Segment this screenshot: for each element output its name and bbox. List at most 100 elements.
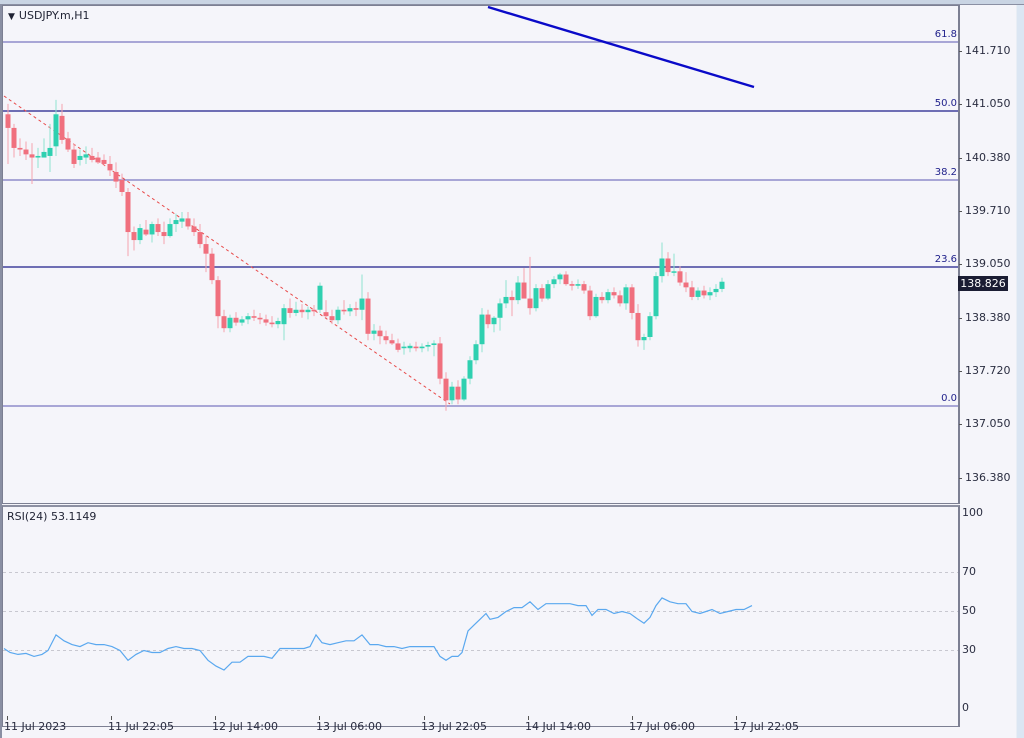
bearish-candle — [269, 322, 275, 325]
bullish-candle — [407, 345, 413, 349]
bullish-candle — [77, 155, 83, 160]
rsi-tick-label: 70 — [962, 564, 976, 578]
bearish-candle — [323, 312, 329, 317]
bearish-candle — [11, 127, 17, 148]
time-tick-label: 13 Jul 22:05 — [421, 720, 487, 733]
bullish-candle — [713, 288, 719, 293]
bullish-candle — [719, 281, 725, 289]
bullish-candle — [575, 284, 581, 286]
bullish-candle — [149, 224, 155, 235]
price-tick-mark — [959, 103, 962, 105]
bullish-candle — [401, 346, 407, 349]
bearish-candle — [581, 284, 587, 291]
price-tick-label: 141.050 — [965, 96, 1011, 110]
price-tick-label: 140.380 — [965, 150, 1011, 164]
price-tick-mark — [959, 211, 962, 213]
bearish-candle — [113, 171, 119, 182]
chart-title-text: USDJPY.m,H1 — [18, 9, 90, 22]
bearish-candle — [617, 295, 623, 304]
bearish-candle — [251, 316, 257, 318]
bullish-candle — [245, 316, 251, 320]
bearish-candle — [413, 346, 419, 349]
time-tick-label: 11 Jul 22:05 — [108, 720, 174, 733]
bullish-candle — [167, 224, 173, 237]
price-tick-label: 141.710 — [965, 44, 1011, 57]
time-tick-label: 17 Jul 22:05 — [733, 720, 799, 733]
bearish-candle — [191, 226, 197, 233]
fib-level-label: 50.0 — [934, 98, 957, 109]
bearish-candle — [437, 343, 443, 379]
rsi-title: RSI(24) 53.1149 — [7, 510, 97, 523]
bearish-candle — [509, 296, 515, 301]
time-tick-label: 13 Jul 06:00 — [316, 720, 382, 733]
price-tick-label: 137.720 — [965, 363, 1011, 377]
fib-level-label: 0.0 — [941, 393, 957, 404]
bullish-candle — [35, 155, 41, 158]
bearish-candle — [233, 317, 239, 323]
price-tick-mark — [959, 424, 962, 426]
bearish-candle — [665, 258, 671, 273]
bullish-candle — [707, 292, 713, 296]
time-tick-label: 12 Jul 14:00 — [212, 720, 278, 733]
rsi-tick-label: 100 — [962, 506, 983, 519]
right-scroll-strip[interactable] — [1016, 5, 1024, 738]
rsi-line — [3, 597, 753, 671]
bearish-candle — [287, 308, 293, 313]
price-tick-label: 139.710 — [965, 204, 1011, 218]
bearish-candle — [629, 287, 635, 313]
bearish-candle — [389, 340, 395, 344]
bullish-candle — [419, 346, 425, 349]
chart-title[interactable]: ▼ USDJPY.m,H1 — [8, 9, 90, 22]
bearish-candle — [563, 274, 569, 285]
bullish-candle — [137, 228, 143, 241]
time-tick-mark — [528, 716, 529, 720]
bullish-candle — [305, 309, 311, 313]
bullish-candle — [371, 330, 377, 334]
bearish-candle — [263, 319, 269, 323]
bearish-candle — [131, 232, 137, 241]
bullish-candle — [497, 303, 503, 318]
dropdown-triangle-icon[interactable]: ▼ — [8, 12, 15, 22]
bearish-candle — [485, 314, 491, 325]
rsi-indicator-pane[interactable] — [2, 505, 960, 727]
time-tick-label: 11 Jul 2023 — [4, 720, 67, 733]
bullish-candle — [491, 317, 497, 325]
fib-diagonal-line — [3, 95, 451, 405]
trend-line — [487, 5, 755, 89]
bearish-candle — [155, 224, 161, 233]
bearish-candle — [197, 232, 203, 245]
bearish-candle — [311, 309, 317, 312]
bearish-candle — [353, 308, 359, 310]
time-tick-mark — [7, 716, 8, 720]
price-tick-label: 137.050 — [965, 417, 1011, 431]
price-chart-pane[interactable] — [2, 5, 960, 504]
bearish-candle — [701, 290, 707, 296]
bullish-candle — [461, 378, 467, 400]
rsi-tick-label: 50 — [962, 603, 976, 617]
bullish-candle — [473, 344, 479, 361]
fib-level-label: 38.2 — [934, 167, 957, 178]
bearish-candle — [119, 179, 125, 192]
bullish-candle — [347, 308, 353, 312]
bearish-candle — [395, 343, 401, 350]
rsi-tick-label: 30 — [962, 642, 976, 656]
bearish-candle — [71, 149, 77, 164]
bearish-candle — [203, 244, 209, 254]
fib-level-label: 23.6 — [934, 254, 957, 265]
bearish-candle — [215, 280, 221, 317]
bullish-candle — [173, 220, 179, 225]
bearish-candle — [95, 157, 101, 163]
bearish-candle — [521, 282, 527, 299]
bullish-candle — [359, 298, 365, 310]
bullish-candle — [593, 296, 599, 317]
time-tick-mark — [319, 716, 320, 720]
time-tick-label: 17 Jul 06:00 — [629, 720, 695, 733]
bearish-candle — [383, 336, 389, 341]
bearish-candle — [5, 114, 11, 128]
bearish-candle — [365, 298, 371, 334]
bullish-candle — [83, 154, 89, 158]
bullish-candle — [659, 258, 665, 277]
price-tick-mark — [959, 51, 962, 52]
bearish-candle — [341, 309, 347, 312]
